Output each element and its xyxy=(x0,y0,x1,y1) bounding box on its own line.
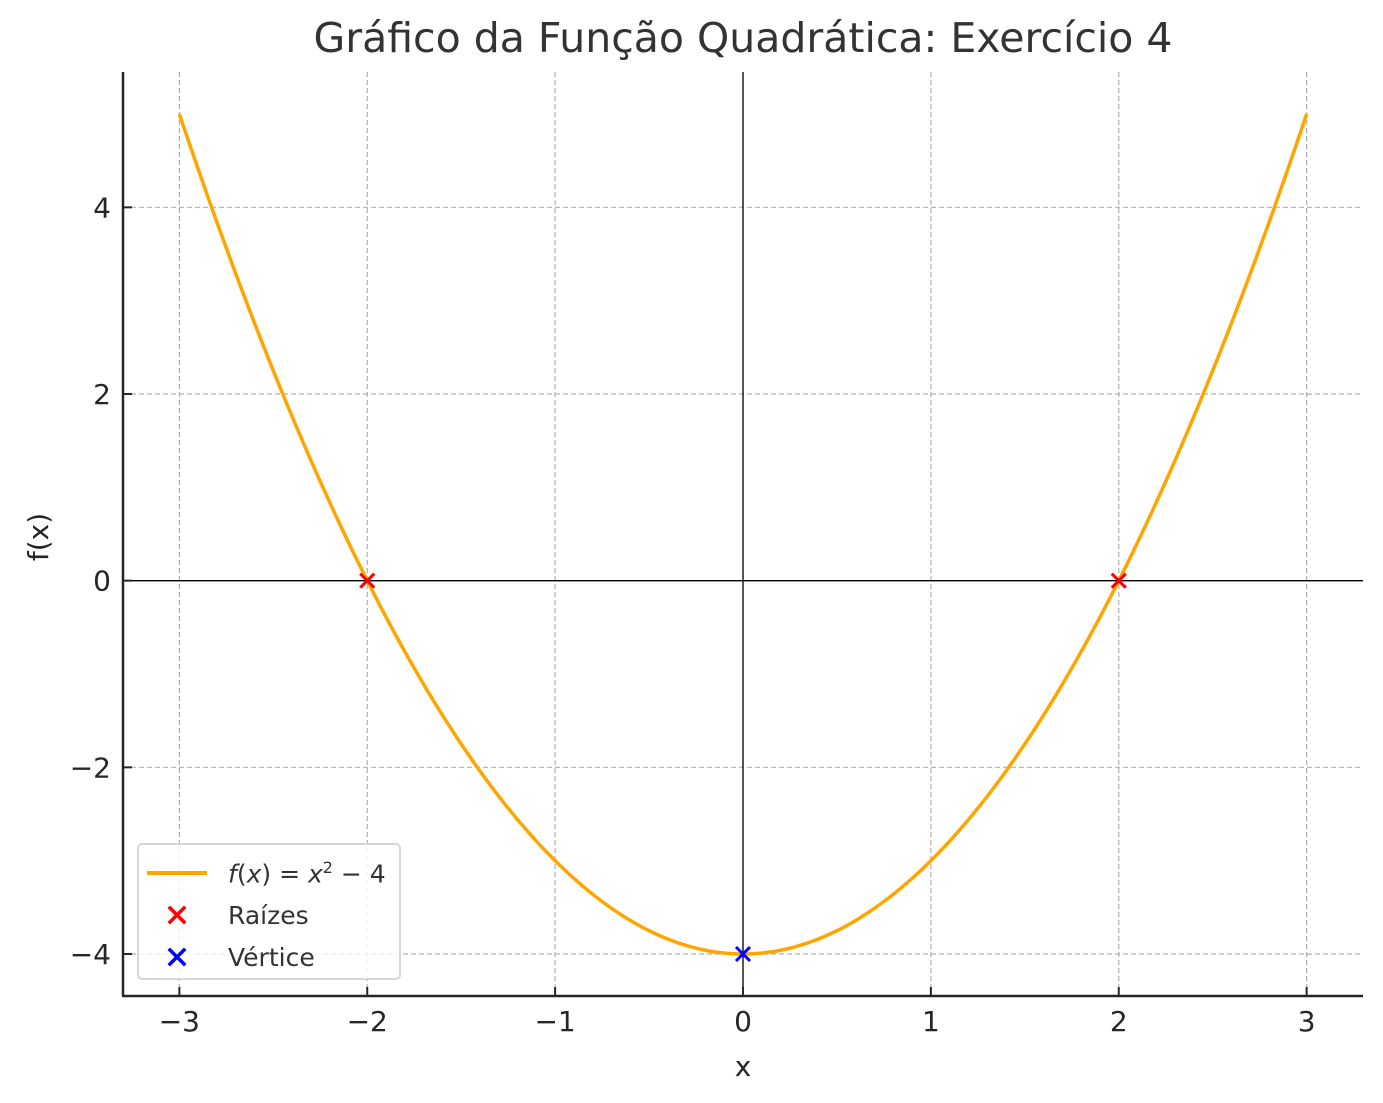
data-series xyxy=(177,113,1309,963)
legend-label-roots: Raízes xyxy=(228,900,309,930)
x-tick-label: 1 xyxy=(922,1005,940,1038)
x-axis-label: x xyxy=(735,1050,752,1083)
x-marker-icon xyxy=(734,945,752,963)
y-tick-label: 2 xyxy=(93,378,111,411)
legend-label-vertex: Vértice xyxy=(228,942,315,972)
legend: f(x) = x2 − 4 Raízes Vértice xyxy=(137,843,401,980)
y-tick-label: −4 xyxy=(70,938,111,971)
chart-title: Gráfico da Função Quadrática: Exercício … xyxy=(313,14,1173,62)
x-tick-label: −1 xyxy=(534,1005,575,1038)
y-tick-label: 0 xyxy=(93,565,111,598)
y-tick-label: 4 xyxy=(93,191,111,224)
zero-axis-lines xyxy=(123,72,1363,996)
x-marker-icon xyxy=(359,572,376,589)
y-axis-ticks: −4 −2 0 2 4 xyxy=(70,191,132,971)
y-axis-label: f(x) xyxy=(22,513,55,561)
legend-item-vertex: Vértice xyxy=(139,937,399,977)
legend-line-swatch xyxy=(147,858,207,888)
x-marker-icon xyxy=(147,900,207,930)
x-tick-label: −2 xyxy=(347,1005,388,1038)
legend-item-function: f(x) = x2 − 4 xyxy=(139,853,399,893)
x-tick-label: −3 xyxy=(159,1005,200,1038)
x-tick-label: 0 xyxy=(734,1005,752,1038)
legend-item-roots: Raízes xyxy=(139,895,399,935)
x-marker-icon xyxy=(1110,572,1127,589)
x-axis-ticks: −3 −2 −1 0 1 2 3 xyxy=(159,987,1316,1038)
x-tick-label: 3 xyxy=(1298,1005,1316,1038)
x-tick-label: 2 xyxy=(1110,1005,1128,1038)
x-marker-icon xyxy=(147,942,207,972)
legend-label-function: f(x) = x2 − 4 xyxy=(228,857,386,889)
y-tick-label: −2 xyxy=(70,751,111,784)
